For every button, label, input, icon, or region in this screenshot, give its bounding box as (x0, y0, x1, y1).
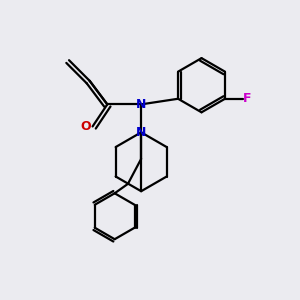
Text: O: O (81, 120, 92, 133)
Text: N: N (136, 98, 146, 111)
Text: N: N (136, 126, 146, 139)
Text: F: F (243, 92, 251, 105)
